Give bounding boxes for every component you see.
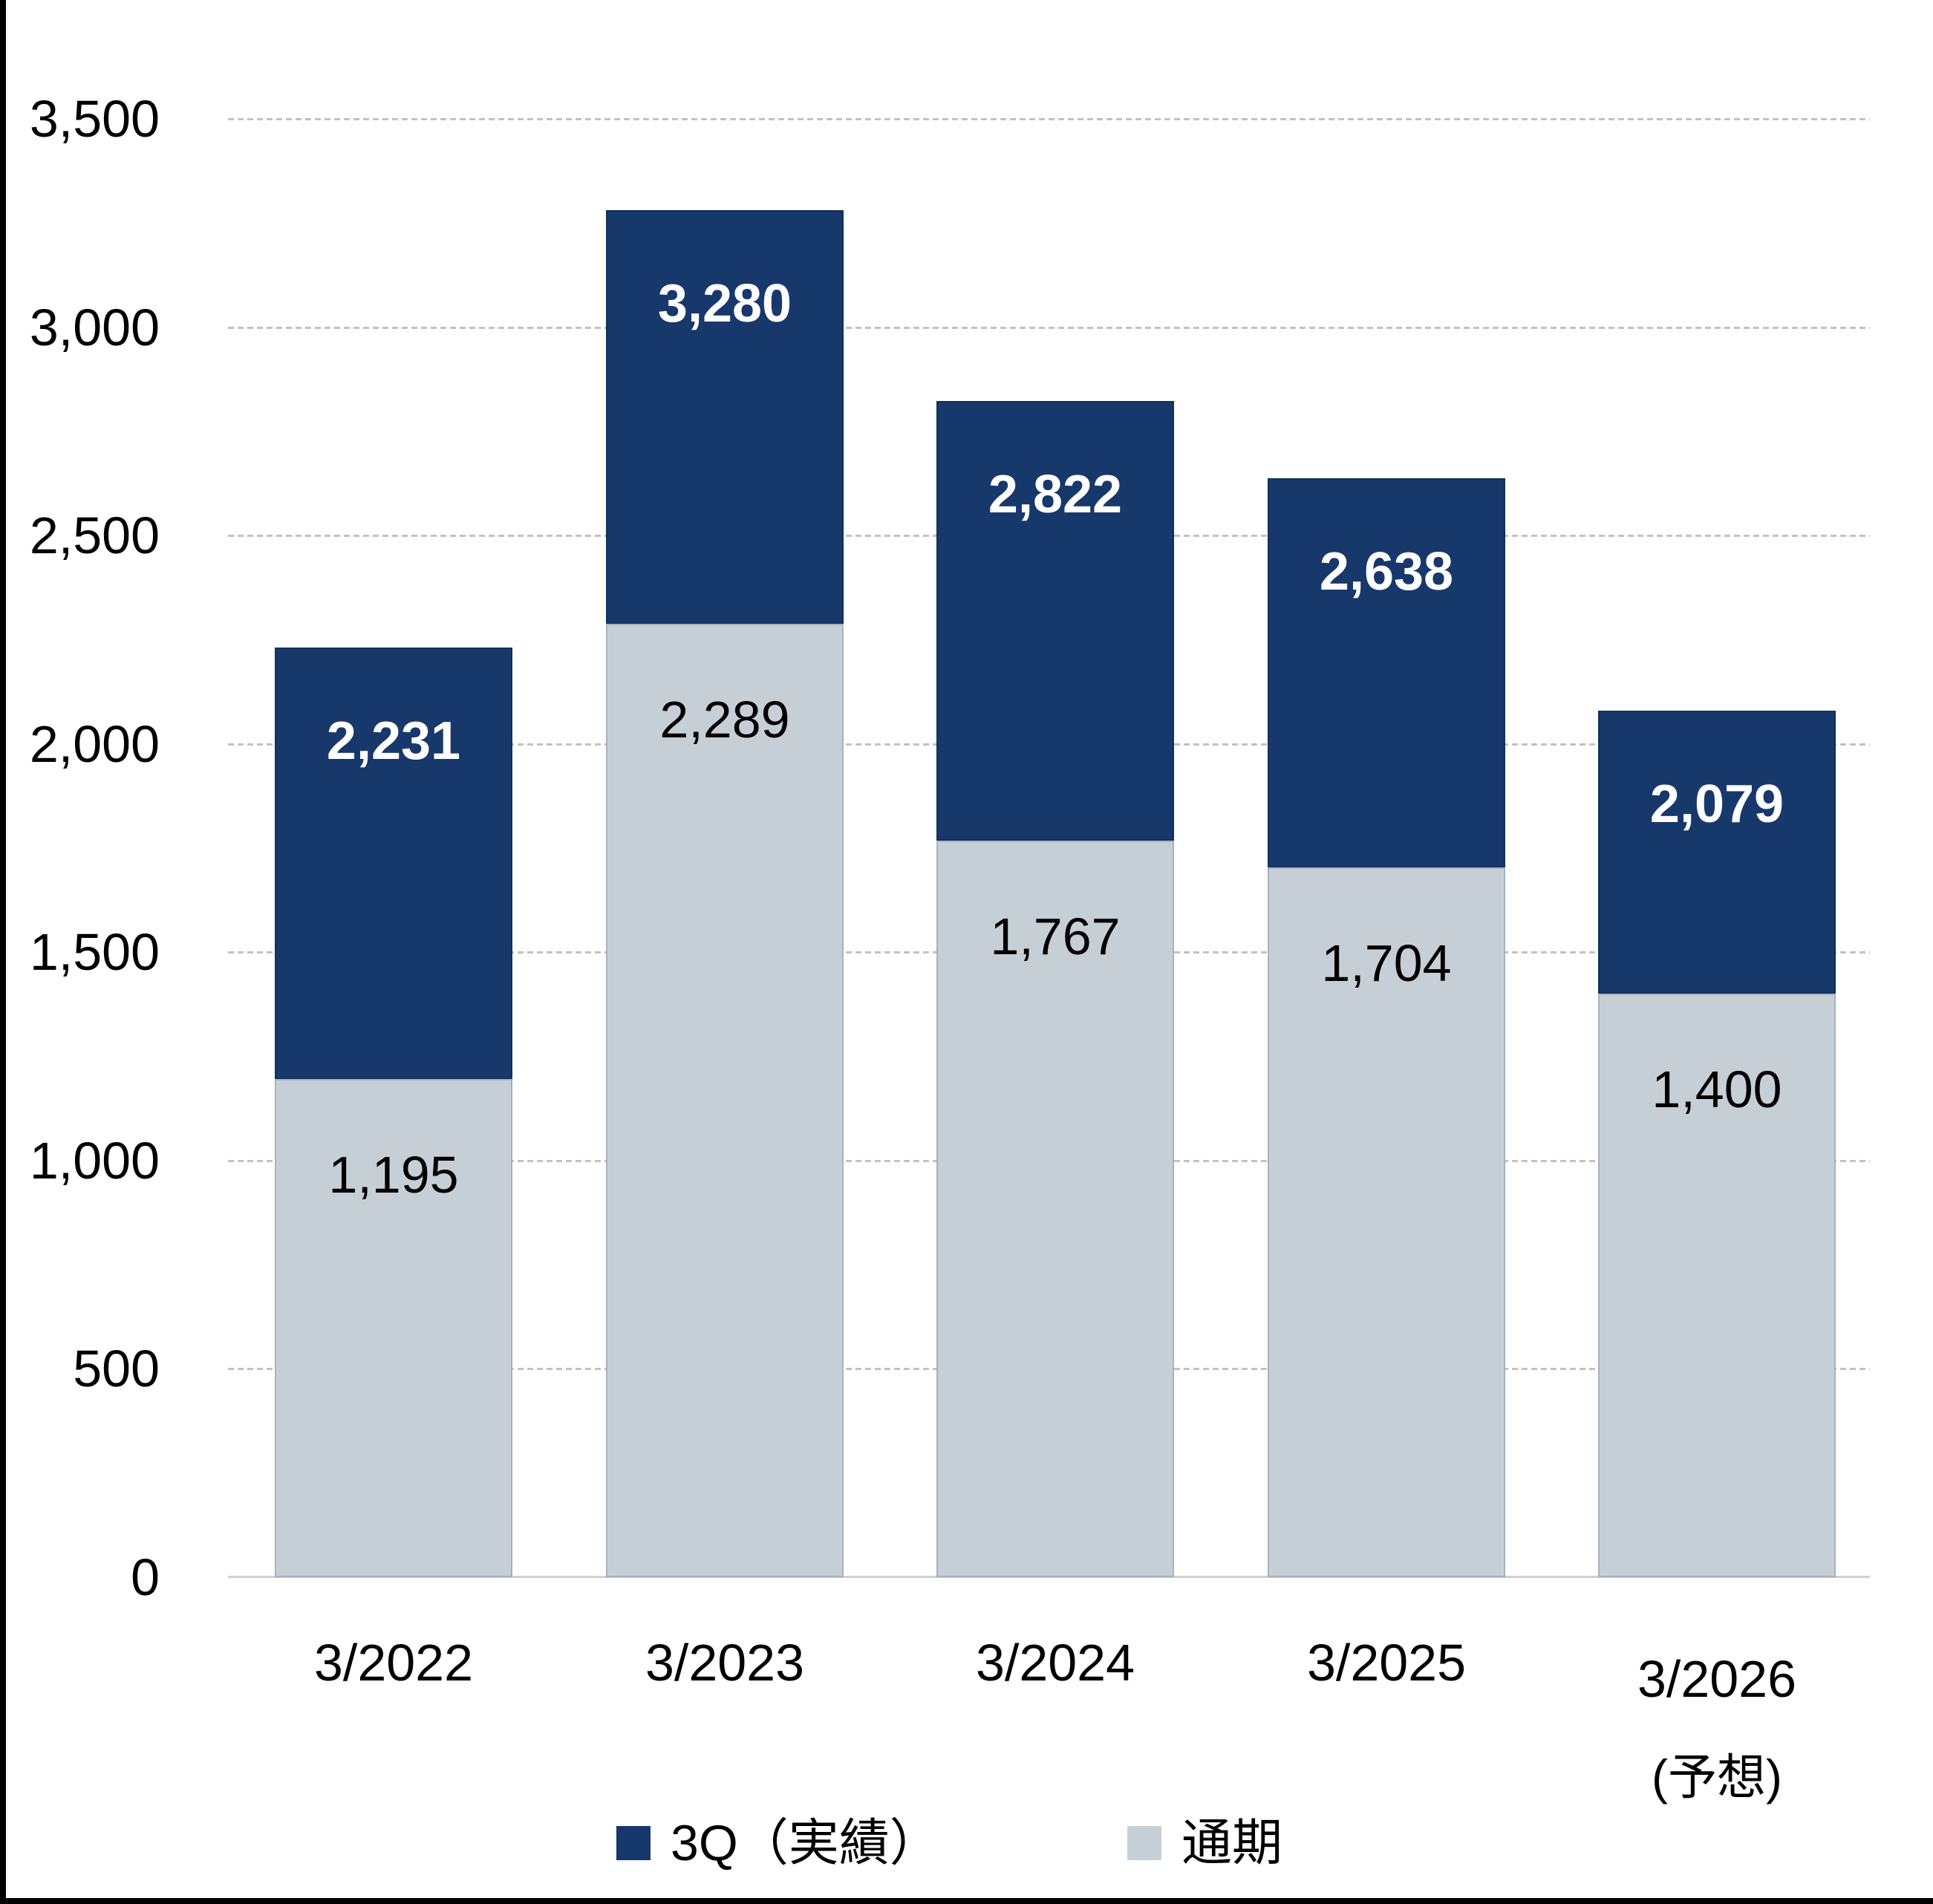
legend-label-fullyear: 通期: [1181, 1815, 1283, 1871]
bar-3q-segment: 2,822: [936, 401, 1174, 841]
y-axis-tick-label: 3,500: [29, 90, 160, 148]
y-axis-tick-label: 1,500: [29, 923, 160, 982]
x-axis-category-label: 3/2024: [890, 1634, 1221, 1692]
bar-fullyear-segment: 1,400: [1598, 994, 1836, 1577]
category-text: 3/2026: [1637, 1650, 1797, 1708]
category-text: 3/2024: [975, 1634, 1135, 1692]
category-text: 3/2022: [313, 1634, 474, 1692]
legend-item-3q: 3Q（実績）: [616, 1817, 940, 1869]
legend-item-fullyear: 通期: [1127, 1817, 1282, 1869]
bar-fullyear-segment: 1,704: [1268, 867, 1505, 1577]
x-axis-category-label: 3/2023: [559, 1634, 890, 1692]
left-border: [0, 0, 6, 1904]
legend-swatch-3q: [616, 1826, 651, 1860]
bar-total-label: 2,822: [988, 465, 1123, 525]
bar-fullyear-segment: 2,289: [606, 623, 844, 1577]
bar-total-label: 3,280: [657, 274, 792, 334]
y-axis-tick-label: 2,000: [29, 714, 160, 773]
bar-3q-segment: 2,638: [1268, 477, 1505, 867]
y-axis-tick-label: 1,000: [29, 1131, 160, 1190]
bar-3q-segment: 2,079: [1598, 711, 1836, 994]
bar-total-label: 2,231: [326, 711, 461, 772]
bar-base-label: 1,195: [328, 1146, 459, 1204]
gridline: [228, 118, 1870, 120]
y-axis-tick-label: 0: [131, 1548, 160, 1606]
y-axis-tick-label: 500: [73, 1340, 160, 1398]
x-axis-category-label: 3/2026 (予想): [1551, 1652, 1883, 1803]
gridline: [228, 326, 1870, 329]
bar-base-label: 2,289: [659, 690, 790, 749]
category-text: 3/2023: [645, 1634, 805, 1692]
bar-base-label: 1,767: [990, 907, 1121, 966]
bottom-border: [0, 1898, 1933, 1904]
bar-base-label: 1,400: [1652, 1060, 1782, 1119]
x-axis-category-label: 3/2022: [228, 1634, 559, 1692]
bar-fullyear-segment: 1,767: [936, 841, 1174, 1577]
y-axis-tick-label: 3,000: [29, 298, 160, 356]
legend-label-3q: 3Q（実績）: [671, 1815, 940, 1871]
category-forecast-note: (予想): [1652, 1749, 1782, 1804]
bar-3q-segment: 2,231: [275, 648, 512, 1080]
x-axis-category-label: 3/2025: [1221, 1634, 1552, 1692]
y-axis-tick-label: 2,500: [29, 506, 160, 565]
bar-3q-segment: 3,280: [606, 210, 844, 624]
bar-fullyear-segment: 1,195: [275, 1079, 512, 1577]
category-text: 3/2025: [1306, 1634, 1467, 1692]
legend-swatch-fullyear: [1127, 1826, 1161, 1860]
bar-total-label: 2,638: [1319, 541, 1454, 601]
bar-base-label: 1,704: [1321, 933, 1452, 992]
bar-total-label: 2,079: [1649, 775, 1784, 835]
